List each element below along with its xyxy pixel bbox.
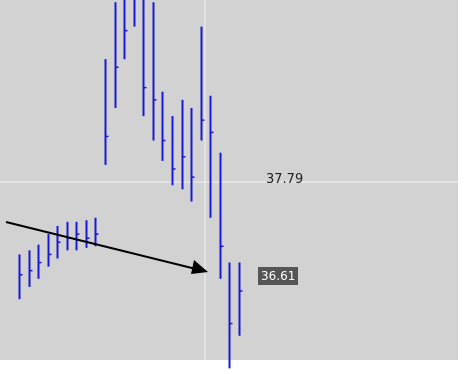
ohlc-bar <box>85 220 90 248</box>
ohlc-bar <box>181 99 186 190</box>
ohlc-bar <box>133 0 136 27</box>
ohlc-bar <box>47 234 52 267</box>
ohlc-bar <box>152 2 157 141</box>
ohlc-bar <box>75 221 80 251</box>
ohlc-bar <box>56 225 61 259</box>
current-price-badge: 36.61 <box>258 267 299 285</box>
ohlc-bars <box>18 0 243 369</box>
ohlc-bar <box>238 262 243 336</box>
annotation-arrow-line <box>5 221 201 271</box>
ohlc-bar <box>200 26 205 141</box>
ohlc-bar <box>171 116 176 186</box>
crosshair-price-label: 37.79 <box>266 172 304 187</box>
ohlc-bar <box>28 250 33 287</box>
ohlc-bar <box>209 95 214 218</box>
annotation-arrow-head <box>191 260 208 274</box>
ohlc-bar <box>37 244 42 279</box>
ohlc-bar <box>94 217 99 247</box>
ohlc-bar <box>142 0 147 117</box>
ohlc-bar <box>114 2 119 108</box>
ohlc-bar <box>104 59 109 165</box>
ohlc-bar <box>219 152 224 279</box>
ohlc-bar <box>161 91 166 161</box>
ohlc-bar <box>190 107 195 202</box>
ohlc-bar <box>123 0 128 60</box>
ohlc-bar <box>228 262 233 369</box>
ohlc-bar <box>18 254 23 300</box>
